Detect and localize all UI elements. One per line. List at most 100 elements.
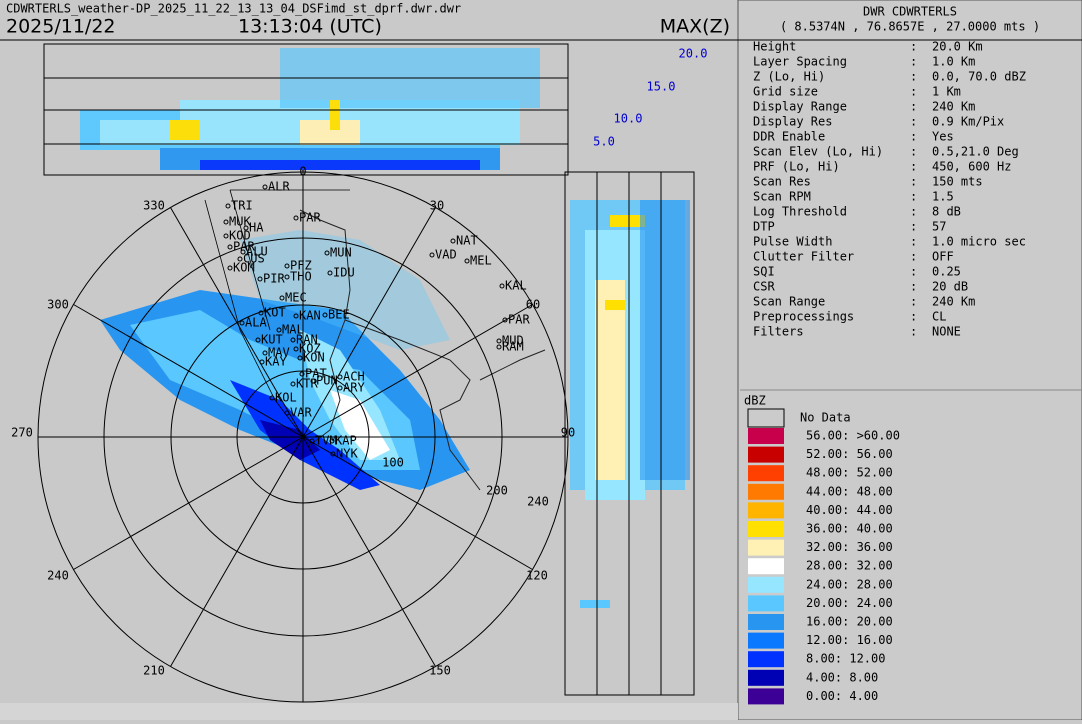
legend-label: 12.00: 16.00	[806, 633, 893, 647]
legend-swatch	[748, 465, 784, 482]
legend-swatch	[748, 595, 784, 612]
param-label: Scan Range	[753, 295, 825, 309]
place-marker	[284, 263, 290, 269]
place-label: PUN	[316, 374, 338, 388]
place-label: KTR	[296, 377, 318, 391]
place-marker	[240, 249, 246, 255]
param-value: 8 dB	[932, 205, 961, 219]
param-value: 0.9 Km/Pix	[932, 115, 1004, 129]
param-value: CL	[932, 310, 946, 324]
place-marker	[322, 312, 328, 318]
azimuth-spoke	[302, 436, 533, 570]
legend-swatch	[748, 669, 784, 686]
azimuth-label: 210	[143, 664, 165, 678]
place-marker	[330, 451, 336, 457]
azimuth-spoke	[302, 436, 436, 667]
place-marker	[293, 313, 299, 319]
place-marker	[502, 317, 508, 323]
station-location: ( 8.5374N , 76.8657E , 27.0000 mts )	[780, 20, 1040, 34]
legend-swatch	[748, 614, 784, 630]
param-separator: :	[910, 295, 917, 309]
param-separator: :	[910, 310, 917, 324]
legend-swatch	[748, 483, 784, 500]
product: MAX(Z)	[660, 16, 730, 38]
place-marker	[279, 295, 285, 301]
azimuth-label: 120	[526, 569, 548, 583]
place-label: PAR	[508, 313, 530, 327]
place-marker	[276, 327, 282, 333]
place-label: RAN	[296, 333, 318, 347]
azimuth-spoke	[170, 207, 304, 438]
place-label: NAT	[456, 234, 478, 248]
param-value: 1 Km	[932, 85, 961, 99]
place-marker	[290, 337, 296, 343]
boundary	[204, 189, 350, 438]
place-marker	[227, 265, 233, 271]
place-marker	[227, 244, 233, 250]
legend-label: 36.00: 40.00	[806, 522, 893, 536]
place-marker	[239, 320, 245, 326]
vertical-panel	[564, 171, 695, 696]
place-label: VAD	[435, 248, 457, 262]
param-value: 1.0 Km	[932, 55, 975, 69]
param-separator: :	[910, 265, 917, 279]
azimuth-label: 330	[143, 199, 165, 213]
param-label: Preprocessings	[753, 310, 854, 324]
param-label: CSR	[753, 280, 775, 294]
param-value: 0.5,21.0 Deg	[932, 145, 1019, 159]
place-marker	[269, 395, 275, 401]
right-panel	[737, 0, 1082, 721]
height-panel	[43, 43, 569, 176]
azimuth-spoke	[302, 304, 533, 438]
place-label: PFZ	[290, 259, 312, 273]
legend-label: 48.00: 52.00	[806, 466, 893, 480]
place-marker	[262, 350, 268, 356]
place-marker	[499, 283, 505, 289]
place-marker	[237, 256, 243, 262]
range-label: 200	[486, 484, 508, 498]
place-label: PIR	[263, 272, 285, 286]
place-label: RAM	[502, 340, 524, 354]
place-label: TRI	[231, 199, 253, 213]
status-bar	[0, 703, 738, 720]
place-label: PAR	[299, 211, 321, 225]
param-separator: :	[910, 235, 917, 249]
azimuth-spoke	[73, 436, 304, 570]
azimuth-label: 270	[11, 426, 33, 440]
legend-label: 0.00: 4.00	[806, 689, 878, 703]
place-label: MEL	[470, 254, 492, 268]
param-value: 240 Km	[932, 100, 975, 114]
place-marker	[496, 338, 502, 344]
param-separator: :	[910, 280, 917, 294]
height-label: 15.0	[647, 80, 676, 94]
azimuth-label: 150	[429, 664, 451, 678]
place-marker	[429, 252, 435, 258]
param-separator: :	[910, 325, 917, 339]
legend-swatch	[748, 521, 784, 537]
legend-title: dBZ	[744, 394, 766, 408]
param-separator: :	[910, 100, 917, 114]
legend-label: 32.00: 36.00	[806, 540, 893, 554]
param-separator: :	[910, 70, 917, 84]
place-label: KOM	[233, 261, 255, 275]
place-marker	[243, 225, 249, 231]
azimuth-label: 300	[47, 298, 69, 312]
param-value: 0.25	[932, 265, 961, 279]
place-marker	[257, 276, 263, 282]
azimuth-label: 60	[526, 298, 540, 312]
param-value: OFF	[932, 250, 954, 264]
legend-label: 56.00: >60.00	[806, 429, 900, 443]
param-separator: :	[910, 220, 917, 234]
place-label: BEE	[328, 308, 350, 322]
echoes	[100, 230, 470, 490]
param-value: 0.0, 70.0 dBZ	[932, 70, 1026, 84]
param-label: Scan Elev (Lo, Hi)	[753, 145, 883, 159]
legend-label: 16.00: 20.00	[806, 615, 893, 629]
station-name: DWR CDWRTERLS	[863, 5, 957, 19]
azimuth-label: 90	[561, 426, 575, 440]
place-label: NYK	[336, 447, 358, 461]
legend-label: 8.00: 12.00	[806, 652, 885, 666]
param-separator: :	[910, 145, 917, 159]
place-label: ALU	[246, 245, 268, 259]
param-separator: :	[910, 175, 917, 189]
